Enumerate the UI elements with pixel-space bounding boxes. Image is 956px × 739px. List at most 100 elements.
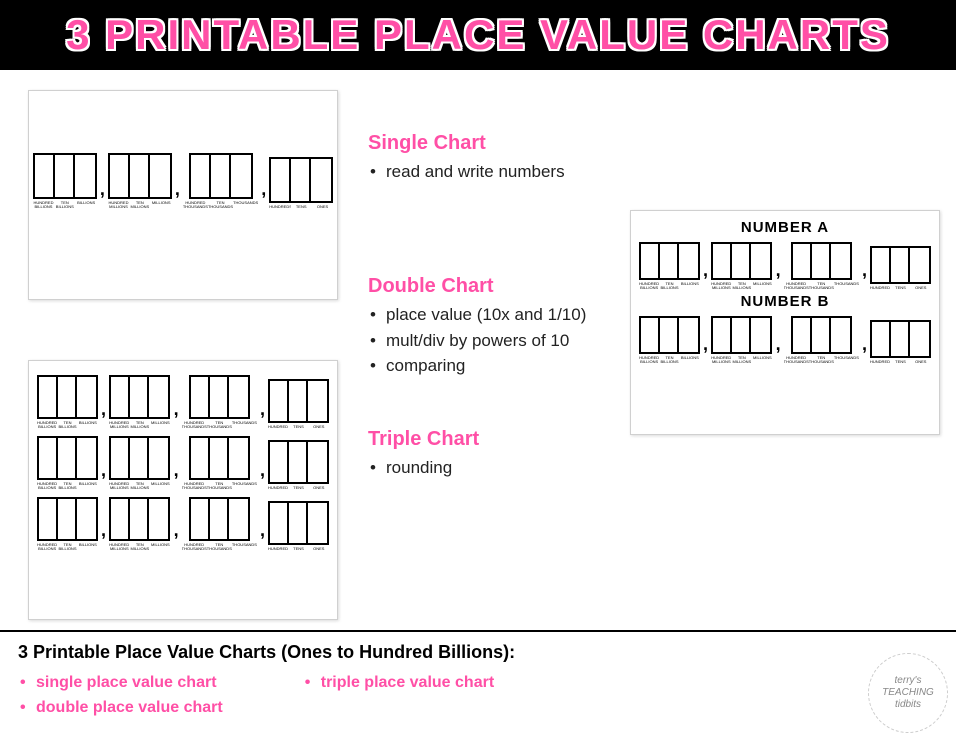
desc-item: place value (10x and 1/10) xyxy=(386,302,586,328)
pv-label: HUNDRED BILLIONS xyxy=(37,480,57,491)
pv-cells xyxy=(189,436,250,480)
pv-labels: HUNDRED THOUSANDSTEN THOUSANDSTHOUSANDS xyxy=(182,541,257,552)
pv-cell xyxy=(891,248,910,282)
pv-group: HUNDRED THOUSANDSTEN THOUSANDSTHOUSANDS xyxy=(182,497,257,552)
pv-cell xyxy=(149,499,168,539)
pv-comma: , xyxy=(703,335,708,365)
footer-lists: single place value chart double place va… xyxy=(18,671,938,721)
pv-labels: HUNDRED THOUSANDSTEN THOUSANDSTHOUSANDS xyxy=(784,280,859,291)
pv-label: BILLIONS xyxy=(78,480,98,491)
pv-label: TEN THOUSANDS xyxy=(207,480,232,491)
pv-label: MILLIONS xyxy=(150,541,171,552)
pv-labels: HUNDRED THOUSANDSTEN THOUSANDSTHOUSANDS xyxy=(182,480,257,491)
pv-label: HUNDRED MILLIONS xyxy=(711,280,732,291)
pv-cell xyxy=(308,442,327,482)
pv-group: HUNDREDSTENSONES xyxy=(870,320,931,364)
pv-labels: HUNDRED BILLIONSTEN BILLIONSBILLIONS xyxy=(639,354,700,365)
pv-labels: HUNDRED MILLIONSTEN MILLIONSMILLIONS xyxy=(108,199,172,210)
pv-label: BILLIONS xyxy=(680,354,700,365)
pv-labels: HUNDREDSTENSONES xyxy=(870,358,931,364)
footer-list-right: triple place value chart xyxy=(303,671,494,721)
pv-group: HUNDREDSTENSONES xyxy=(268,379,329,429)
pv-comma: , xyxy=(776,261,781,291)
pv-label: TENS xyxy=(890,284,910,290)
pv-cell xyxy=(77,438,96,478)
pv-label: TEN BILLIONS xyxy=(57,419,77,430)
pv-label: HUNDRED BILLIONS xyxy=(37,419,57,430)
pv-cell xyxy=(872,248,891,282)
pv-label: HUNDRED MILLIONS xyxy=(711,354,732,365)
pv-label: TEN THOUSANDS xyxy=(208,199,233,210)
pv-cell xyxy=(751,318,770,352)
pv-label: THOUSANDS xyxy=(834,354,859,365)
pv-group: HUNDRED MILLIONSTEN MILLIONSMILLIONS xyxy=(109,497,171,552)
pv-comma: , xyxy=(261,180,266,210)
main-area: HUNDRED BILLIONSTEN BILLIONSBILLIONS,HUN… xyxy=(0,70,956,630)
pv-cell xyxy=(812,244,831,278)
pv-label: BILLIONS xyxy=(680,280,700,291)
pv-cell xyxy=(39,377,58,417)
page-title: 3 PRINTABLE PLACE VALUE CHARTS xyxy=(66,11,890,59)
desc-item: comparing xyxy=(386,353,586,379)
pv-labels: HUNDRED BILLIONSTEN BILLIONSBILLIONS xyxy=(33,199,97,210)
pv-cell xyxy=(289,381,308,421)
pv-label: BILLIONS xyxy=(78,419,98,430)
pv-labels: HUNDRED MILLIONSTEN MILLIONSMILLIONS xyxy=(711,280,773,291)
pv-label: MILLIONS xyxy=(150,199,171,210)
pv-label: MILLIONS xyxy=(752,280,773,291)
footer: 3 Printable Place Value Charts (Ones to … xyxy=(0,630,956,739)
pv-labels: HUNDRED THOUSANDSTEN THOUSANDSTHOUSANDS xyxy=(784,354,859,365)
pv-cell xyxy=(891,322,910,356)
pv-cell xyxy=(812,318,831,352)
pv-cells xyxy=(189,375,250,419)
pv-comma: , xyxy=(776,335,781,365)
pv-cell xyxy=(231,155,251,197)
pv-labels: HUNDREDSTENSONES xyxy=(870,284,931,290)
pv-cell xyxy=(191,438,210,478)
pv-label: HUNDRED BILLIONS xyxy=(639,354,659,365)
pv-label: TEN MILLIONS xyxy=(130,419,151,430)
pv-cell xyxy=(831,244,850,278)
pv-cell xyxy=(149,438,168,478)
pv-label: ONES xyxy=(312,203,333,209)
pv-label: TEN MILLIONS xyxy=(130,480,151,491)
pv-labels: HUNDRED THOUSANDSTEN THOUSANDSTHOUSANDS xyxy=(183,199,258,210)
pv-label: ONES xyxy=(911,284,931,290)
pv-group: HUNDRED BILLIONSTEN BILLIONSBILLIONS xyxy=(37,375,98,430)
card-double-chart: NUMBER AHUNDRED BILLIONSTEN BILLIONSBILL… xyxy=(630,210,940,435)
pv-label: TEN MILLIONS xyxy=(130,541,151,552)
pv-comma: , xyxy=(174,521,179,551)
place-value-row: HUNDRED BILLIONSTEN BILLIONSBILLIONS,HUN… xyxy=(639,316,931,365)
pv-labels: HUNDRED BILLIONSTEN BILLIONSBILLIONS xyxy=(37,541,98,552)
pv-cell xyxy=(713,318,732,352)
pv-label: THOUSANDS xyxy=(232,541,257,552)
pv-cell xyxy=(679,318,698,352)
pv-label: HUNDRED MILLIONS xyxy=(108,199,129,210)
pv-group: HUNDRED MILLIONSTEN MILLIONSMILLIONS xyxy=(109,375,171,430)
desc-double-list: place value (10x and 1/10) mult/div by p… xyxy=(368,302,586,379)
pv-comma: , xyxy=(175,180,180,210)
pv-cell xyxy=(77,377,96,417)
pv-comma: , xyxy=(260,521,265,551)
pv-label: TEN BILLIONS xyxy=(57,541,77,552)
pv-cells xyxy=(870,320,931,358)
pv-group: HUNDRED BILLIONSTEN BILLIONSBILLIONS xyxy=(37,436,98,491)
pv-group: HUNDREDSTENSONES xyxy=(268,501,329,551)
place-value-row: HUNDRED BILLIONSTEN BILLIONSBILLIONS,HUN… xyxy=(639,242,931,291)
pv-label: TEN THOUSANDS xyxy=(207,541,232,552)
pv-labels: HUNDREDSTENSONES xyxy=(268,484,329,490)
pv-cell xyxy=(793,318,812,352)
pv-label: ONES xyxy=(911,358,931,364)
pv-labels: HUNDREDSTENSONES xyxy=(268,423,329,429)
pv-cells xyxy=(109,497,170,541)
pv-group: HUNDREDSTENSONES xyxy=(269,157,333,209)
pv-group: HUNDRED THOUSANDSTEN THOUSANDSTHOUSANDS xyxy=(183,153,258,210)
pv-label: TEN THOUSANDS xyxy=(207,419,232,430)
pv-group: HUNDRED THOUSANDSTEN THOUSANDSTHOUSANDS xyxy=(182,375,257,430)
pv-group: HUNDRED THOUSANDSTEN THOUSANDSTHOUSANDS xyxy=(182,436,257,491)
pv-cell xyxy=(130,438,149,478)
pv-label: HUNDRED THOUSANDS xyxy=(183,199,208,210)
pv-cell xyxy=(910,248,929,282)
pv-cells xyxy=(711,316,772,354)
desc-triple-title: Triple Chart xyxy=(368,428,479,451)
